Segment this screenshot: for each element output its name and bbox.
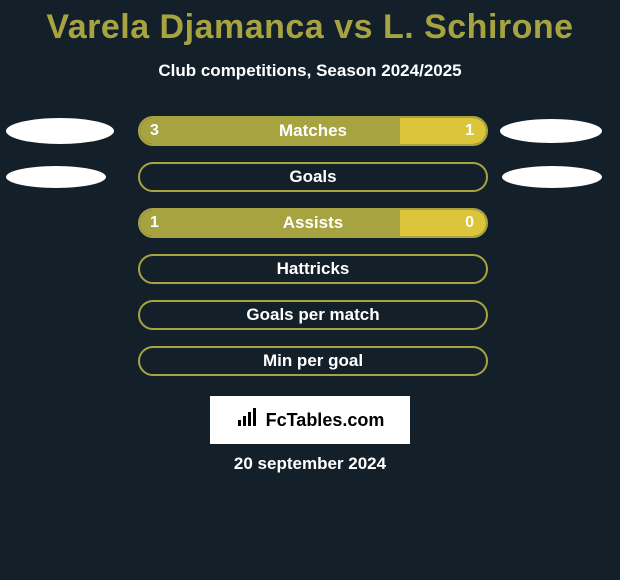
stat-bar (138, 346, 488, 376)
stat-bar (138, 254, 488, 284)
subtitle: Club competitions, Season 2024/2025 (0, 61, 620, 81)
stat-row: Min per goal (0, 338, 620, 384)
stat-bar (138, 300, 488, 330)
bar-seg-player1 (140, 210, 400, 236)
title-vs: vs (334, 8, 373, 46)
title-player2: L. Schirone (383, 8, 574, 46)
comparison-chart: Matches31GoalsAssists10HattricksGoals pe… (0, 108, 620, 384)
page-title: Varela Djamanca vs L. Schirone (0, 0, 620, 47)
player2-ellipse (502, 166, 602, 188)
stat-row: Goals per match (0, 292, 620, 338)
player1-ellipse (6, 118, 114, 144)
chart-icon (236, 406, 260, 435)
bar-seg-player2 (400, 118, 487, 144)
stat-row: Goals (0, 154, 620, 200)
logo-box: FcTables.com (210, 396, 410, 444)
stat-bar (138, 116, 488, 146)
stat-row: Assists10 (0, 200, 620, 246)
player2-ellipse (500, 119, 602, 143)
stat-bar (138, 162, 488, 192)
bar-seg-player1 (140, 118, 400, 144)
stat-bar (138, 208, 488, 238)
title-player1: Varela Djamanca (46, 8, 324, 46)
stat-row: Matches31 (0, 108, 620, 154)
date-text: 20 september 2024 (0, 454, 620, 474)
bar-seg-player2 (400, 210, 487, 236)
logo-text: FcTables.com (266, 410, 385, 431)
stat-row: Hattricks (0, 246, 620, 292)
player1-ellipse (6, 166, 106, 188)
